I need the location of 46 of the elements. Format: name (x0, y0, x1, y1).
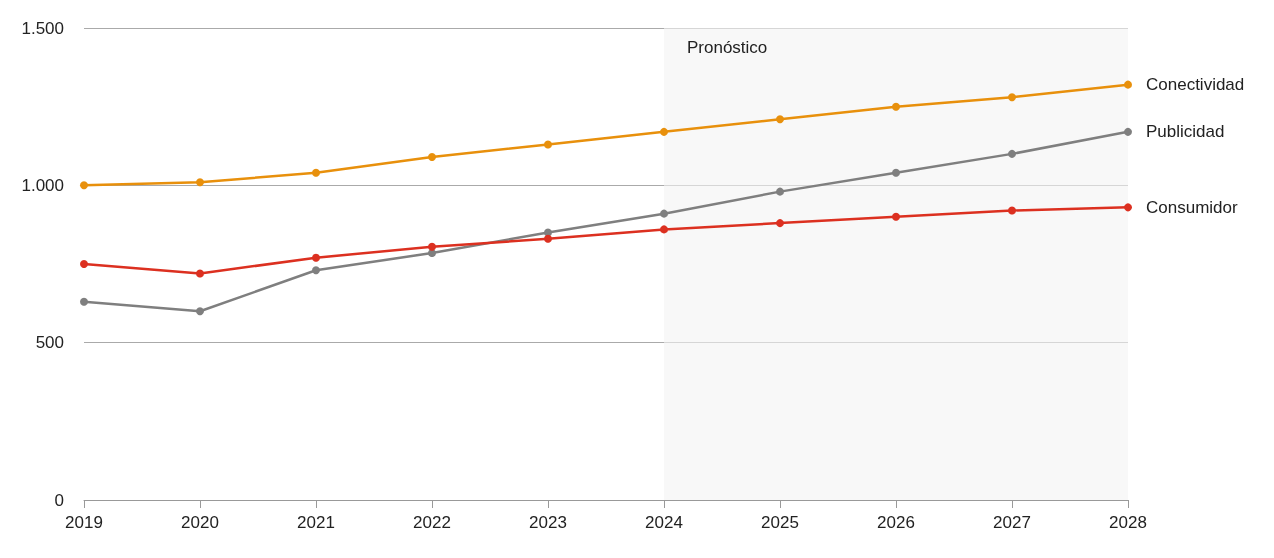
point (80, 297, 88, 306)
point (544, 234, 552, 243)
point (196, 269, 204, 278)
point (1124, 203, 1132, 212)
x-tick-label: 2028 (1109, 513, 1147, 532)
point (776, 115, 784, 124)
x-tick-label: 2025 (761, 513, 799, 532)
point (312, 253, 320, 262)
point (428, 153, 436, 162)
point (1008, 93, 1016, 102)
y-tick-label: 1.500 (21, 18, 64, 38)
x-tick-label: 2024 (645, 513, 683, 532)
point (428, 242, 436, 251)
series-label: Conectividad (1146, 75, 1245, 95)
point (660, 127, 668, 136)
x-tick-label: 2021 (297, 513, 335, 532)
x-tick-label: 2023 (529, 513, 567, 532)
point (1124, 80, 1132, 89)
series-label: Consumidor (1146, 197, 1238, 217)
point (196, 178, 204, 187)
point (312, 266, 320, 275)
y-tick-label: 500 (35, 333, 64, 353)
point (660, 209, 668, 218)
x-tick-label: 2020 (181, 513, 219, 532)
point (1008, 149, 1016, 158)
y-tick-label: 0 (54, 490, 64, 510)
point (1124, 127, 1132, 136)
y-tick-label: 1.000 (21, 175, 64, 195)
x-tick-label: 2019 (65, 513, 103, 532)
point (776, 187, 784, 196)
point (196, 307, 204, 316)
x-tick-label: 2022 (413, 513, 451, 532)
series-label: Publicidad (1146, 122, 1225, 142)
x-tick-label: 2026 (877, 513, 915, 532)
point (544, 140, 552, 149)
point (892, 102, 900, 111)
point (80, 181, 88, 190)
point (312, 168, 320, 177)
band-label: Pronóstico (687, 38, 768, 57)
x-tick-label: 2027 (993, 513, 1031, 532)
point (1008, 206, 1016, 215)
point (892, 212, 900, 221)
point (80, 260, 88, 268)
point (776, 219, 784, 228)
point (660, 225, 668, 234)
point (892, 168, 900, 177)
